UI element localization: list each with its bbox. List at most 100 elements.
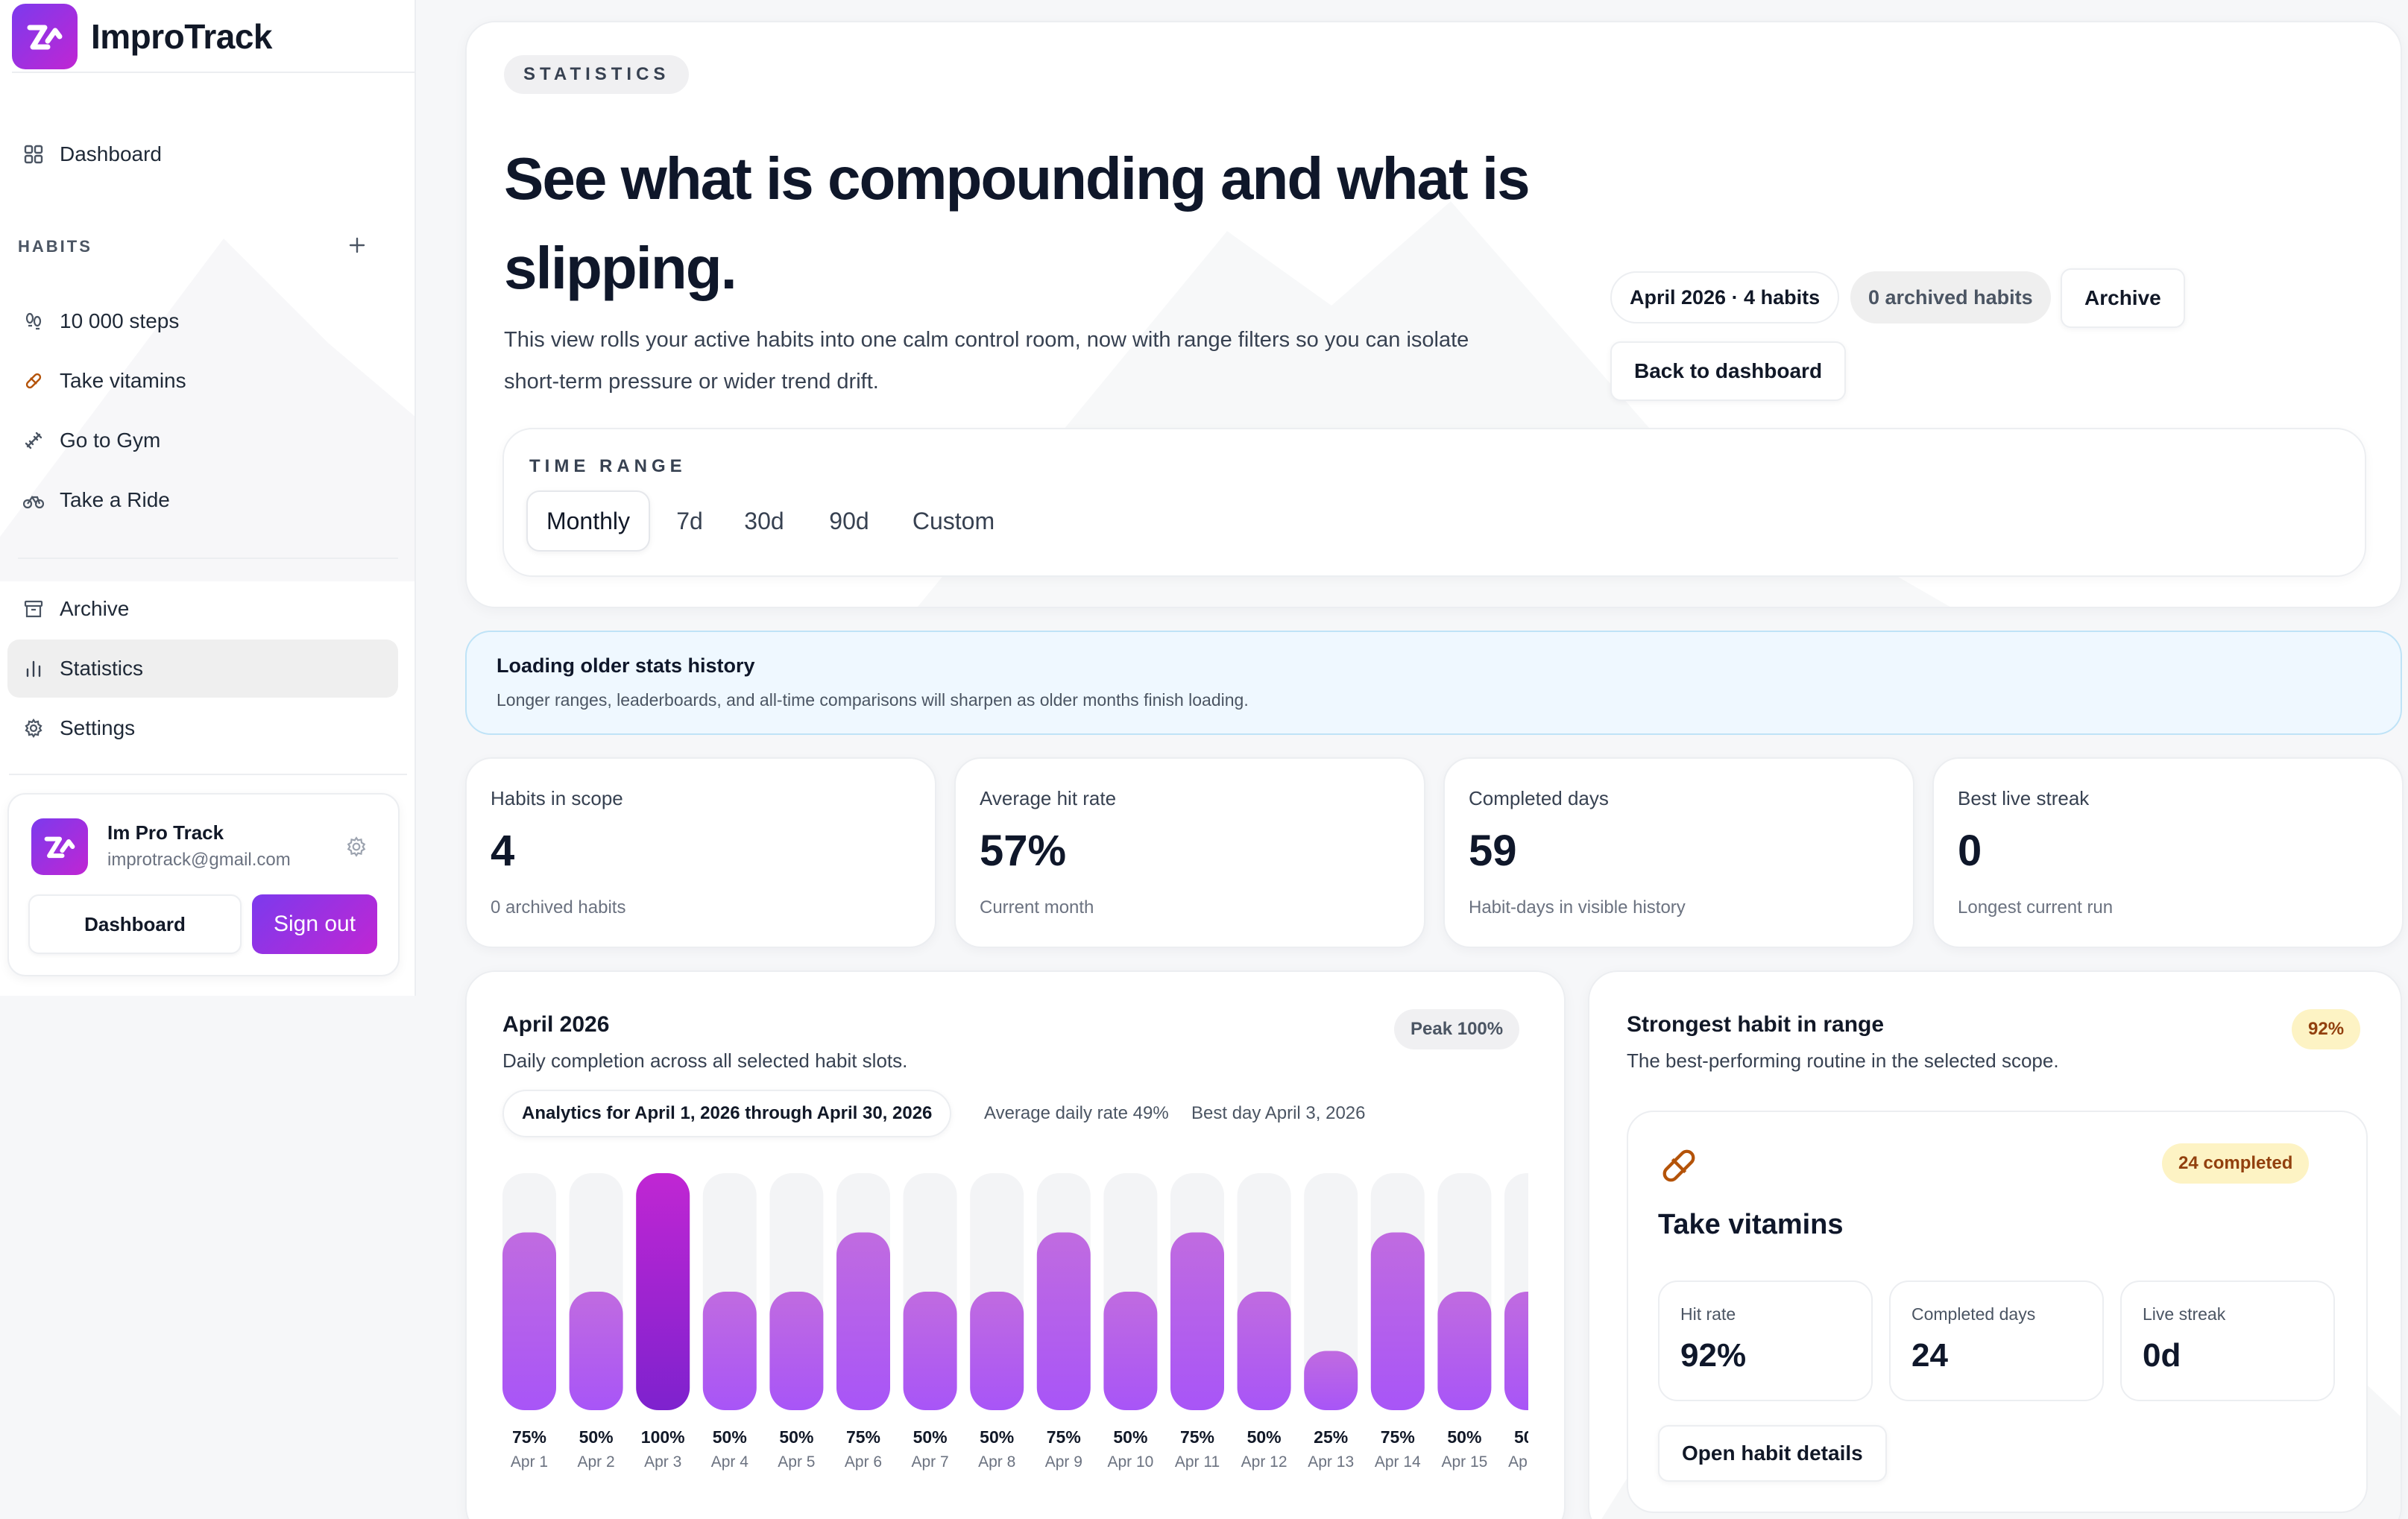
strongest-habit-card: Strongest habit in range The best-perfor…: [1588, 970, 2402, 1519]
bar-value-label: 25%: [1314, 1427, 1348, 1447]
bar-apr-3[interactable]: [636, 1173, 690, 1410]
average-daily-rate: Average daily rate 49%: [984, 1103, 1169, 1123]
tab-monthly[interactable]: Monthly: [526, 490, 650, 552]
bar-category-label: Apr 7: [911, 1453, 948, 1471]
sidebar-divider: [9, 774, 407, 775]
analytics-range-pill: Analytics for April 1, 2026 through Apri…: [502, 1090, 952, 1137]
chart-subtitle: Daily completion across all selected hab…: [502, 1049, 908, 1072]
stat-card-average-hit-rate: Average hit rate 57% Current month: [954, 757, 1425, 948]
stat-label: Completed days: [1469, 787, 1609, 809]
strongest-rate-badge: 92%: [2292, 1009, 2361, 1049]
tab-7d[interactable]: 7d: [676, 507, 703, 534]
page-eyebrow: STATISTICS: [504, 55, 690, 94]
bar-category-label: Apr 13: [1308, 1453, 1354, 1471]
tab-30d[interactable]: 30d: [744, 507, 784, 534]
bar-apr-16[interactable]: [1504, 1292, 1528, 1410]
bar-value-label: 75%: [512, 1427, 546, 1447]
tab-custom[interactable]: Custom: [912, 507, 995, 534]
sidebar-item-label: Dashboard: [60, 142, 162, 165]
brand[interactable]: ImproTrack: [12, 1, 415, 73]
bar-apr-2[interactable]: [569, 1292, 623, 1410]
add-habit-plus-icon[interactable]: [344, 233, 370, 258]
bar-apr-4[interactable]: [702, 1292, 757, 1410]
bar-value-label: 50%: [913, 1427, 948, 1447]
strongest-subtitle: The best-performing routine in the selec…: [1627, 1049, 2059, 1072]
avatar: [31, 818, 88, 875]
archive-button[interactable]: Archive: [2061, 268, 2185, 328]
bar-category-label: Apr 11: [1175, 1453, 1220, 1471]
gear-icon: [22, 717, 45, 739]
bar-apr-13[interactable]: [1304, 1351, 1358, 1411]
bar-value-label: 75%: [1180, 1427, 1214, 1447]
back-to-dashboard-button[interactable]: Back to dashboard: [1610, 341, 1847, 401]
sidebar-item-dashboard[interactable]: Dashboard: [7, 125, 398, 183]
metric-live-streak: Live streak 0d: [2120, 1280, 2335, 1401]
loading-notice: Loading older stats history Longer range…: [465, 631, 2402, 735]
bar-value-label: 50%: [1113, 1427, 1147, 1447]
stat-value: 57%: [980, 827, 1067, 875]
sign-out-button[interactable]: Sign out: [252, 894, 377, 954]
bar-category-label: Apr 1: [511, 1453, 548, 1471]
bar-category-label: Apr 9: [1045, 1453, 1082, 1471]
bar-apr-14[interactable]: [1370, 1232, 1425, 1411]
bar-category-label: Apr 2: [577, 1453, 614, 1471]
page-description: This view rolls your active habits into …: [504, 328, 1469, 394]
bar-value-label: 100%: [641, 1427, 685, 1447]
bar-category-label: Apr 12: [1241, 1453, 1287, 1471]
bar-category-label: Apr 6: [845, 1453, 882, 1471]
sidebar-item-statistics[interactable]: Statistics: [7, 640, 398, 698]
sidebar-item-settings[interactable]: Settings: [7, 699, 398, 757]
bar-apr-5[interactable]: [769, 1292, 824, 1410]
bar-chart: 75% Apr 1 50% Apr 2 100% Apr 3 50% Apr 4 50% Apr …: [502, 1173, 1528, 1471]
user-settings-gear-icon[interactable]: [346, 836, 368, 859]
top-habit-name: Take vitamins: [1658, 1209, 1844, 1240]
metric-label: Completed days: [1911, 1304, 2036, 1324]
best-day: Best day April 3, 2026: [1191, 1103, 1366, 1123]
bar-chart-scroll[interactable]: 75% Apr 1 50% Apr 2 100% Apr 3 50% Apr 4 50% Apr …: [502, 1173, 1528, 1516]
metric-value: 0d: [2143, 1337, 2181, 1374]
sidebar-item-habit-ride[interactable]: Take a Ride: [7, 471, 398, 529]
stat-label: Habits in scope: [491, 787, 623, 809]
bar-category-label: Apr 5: [778, 1453, 815, 1471]
tab-90d[interactable]: 90d: [829, 507, 869, 534]
bar-apr-6[interactable]: [836, 1232, 890, 1411]
bar-apr-9[interactable]: [1036, 1232, 1091, 1411]
sidebar-item-label: Take vitamins: [60, 369, 186, 392]
user-dashboard-button[interactable]: Dashboard: [28, 894, 242, 954]
bar-apr-10[interactable]: [1103, 1292, 1158, 1410]
bar-value-label: 50%: [1514, 1427, 1528, 1447]
bar-apr-7[interactable]: [903, 1292, 957, 1410]
sidebar-item-habit-steps[interactable]: 10 000 steps: [7, 292, 398, 350]
stat-value: 59: [1469, 827, 1517, 875]
bar-apr-11[interactable]: [1170, 1232, 1224, 1411]
bar-apr-12[interactable]: [1237, 1292, 1291, 1410]
dumbbell-icon: [22, 429, 45, 452]
top-habit-card: 24 completed Take vitamins Hit rate 92% …: [1627, 1111, 2368, 1513]
bar-value-label: 50%: [980, 1427, 1014, 1447]
bar-track: [1304, 1173, 1358, 1410]
strongest-title: Strongest habit in range: [1627, 1012, 1885, 1037]
pill-icon: [22, 370, 45, 392]
sidebar-item-archive[interactable]: Archive: [7, 580, 398, 638]
bar-value-label: 50%: [713, 1427, 747, 1447]
bar-value-label: 75%: [1047, 1427, 1081, 1447]
bar-category-label: Apr 3: [644, 1453, 681, 1471]
sidebar-item-label: Take a Ride: [60, 488, 170, 511]
stat-subtext: Longest current run: [1958, 897, 2114, 918]
habits-section-label: HABITS: [18, 237, 92, 256]
bar-category-label: Apr 14: [1375, 1453, 1421, 1471]
app-name: ImproTrack: [91, 17, 273, 56]
bar-apr-1[interactable]: [502, 1232, 556, 1411]
bar-value-label: 50%: [1247, 1427, 1282, 1447]
stat-label: Best live streak: [1958, 787, 2090, 809]
bar-apr-8[interactable]: [970, 1292, 1024, 1410]
open-habit-details-button[interactable]: Open habit details: [1658, 1425, 1887, 1482]
sidebar-item-label: Go to Gym: [60, 429, 161, 452]
app-logo-icon: [12, 4, 78, 69]
stat-subtext: Current month: [980, 897, 1094, 918]
sidebar-item-habit-vitamins[interactable]: Take vitamins: [7, 352, 398, 410]
statistics-hero: STATISTICS See what is compounding and w…: [465, 21, 2402, 608]
pill-icon: [1658, 1145, 1700, 1187]
bar-apr-15[interactable]: [1437, 1292, 1492, 1410]
sidebar-item-habit-gym[interactable]: Go to Gym: [7, 411, 398, 470]
